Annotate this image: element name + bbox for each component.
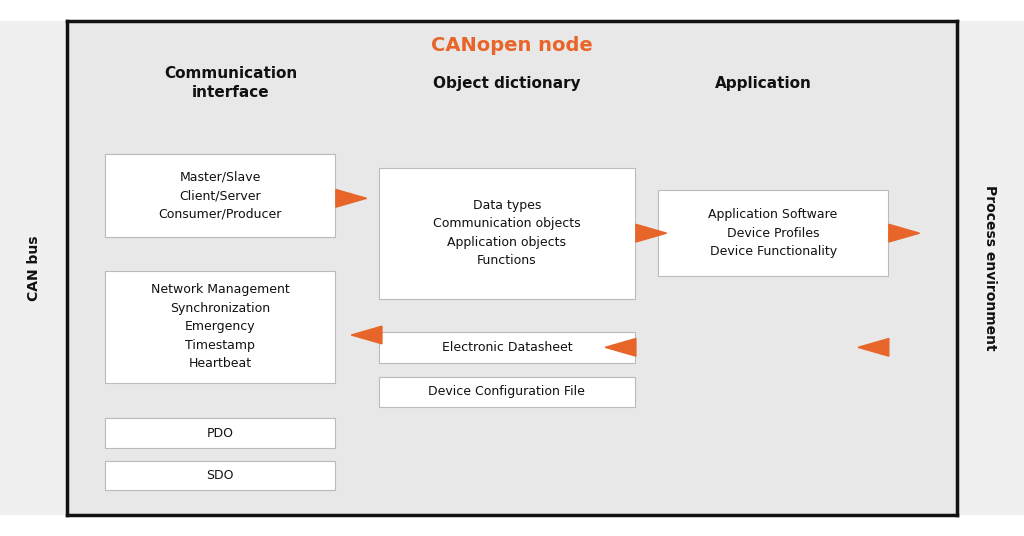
Text: Master/Slave
Client/Server
Consumer/Producer: Master/Slave Client/Server Consumer/Prod… — [159, 170, 282, 221]
FancyBboxPatch shape — [379, 376, 635, 407]
FancyBboxPatch shape — [379, 167, 635, 299]
FancyBboxPatch shape — [657, 190, 888, 276]
Text: Object dictionary: Object dictionary — [433, 76, 581, 91]
Polygon shape — [889, 225, 920, 242]
FancyBboxPatch shape — [104, 460, 336, 490]
Text: Data types
Communication objects
Application objects
Functions: Data types Communication objects Applica… — [433, 199, 581, 267]
FancyBboxPatch shape — [67, 21, 957, 515]
Polygon shape — [858, 339, 889, 356]
Text: Application: Application — [715, 76, 811, 91]
Text: Communication
interface: Communication interface — [164, 66, 297, 100]
Polygon shape — [351, 326, 382, 344]
FancyBboxPatch shape — [0, 21, 67, 515]
FancyBboxPatch shape — [379, 332, 635, 363]
Polygon shape — [336, 190, 367, 207]
Polygon shape — [605, 339, 636, 356]
Text: CANopen node: CANopen node — [431, 36, 593, 55]
FancyBboxPatch shape — [104, 418, 336, 448]
Text: SDO: SDO — [207, 469, 233, 482]
Text: PDO: PDO — [207, 427, 233, 440]
Text: Electronic Datasheet: Electronic Datasheet — [441, 341, 572, 354]
FancyBboxPatch shape — [104, 154, 336, 237]
Polygon shape — [636, 225, 667, 242]
Text: Device Configuration File: Device Configuration File — [428, 385, 586, 398]
Text: Application Software
Device Profiles
Device Functionality: Application Software Device Profiles Dev… — [709, 208, 838, 258]
Text: CAN bus: CAN bus — [27, 235, 41, 301]
Text: Network Management
Synchronization
Emergency
Timestamp
Heartbeat: Network Management Synchronization Emerg… — [151, 284, 290, 370]
FancyBboxPatch shape — [104, 271, 336, 383]
Text: Process environment: Process environment — [983, 185, 997, 351]
FancyBboxPatch shape — [957, 21, 1024, 515]
